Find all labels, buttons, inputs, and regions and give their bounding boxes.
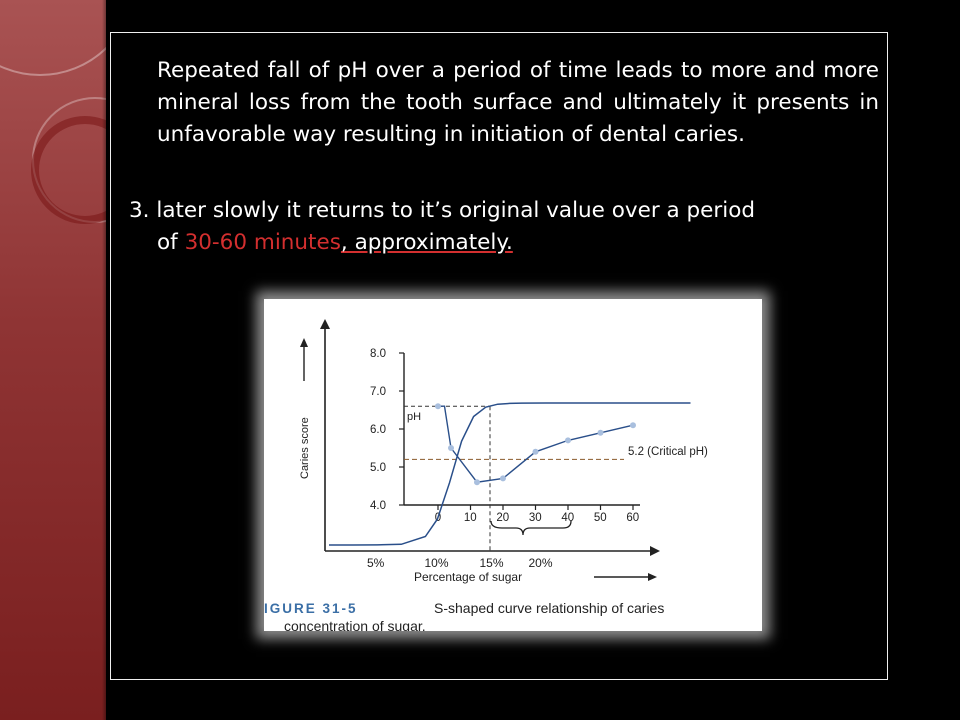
outer-x-tick-label: 20%	[529, 556, 553, 570]
chart-svg: Caries score 8.07.06.05.04.00 10 20 30 40 50 6…	[264, 319, 708, 631]
paragraph-mineral-loss: Repeated fall of pH over a period of tim…	[157, 58, 879, 147]
chart-lines	[329, 402, 691, 551]
point-3-highlight: 30-60 minutes	[184, 230, 341, 255]
ph-data-point	[565, 437, 571, 444]
point-3-suffix: , approximately.	[340, 230, 513, 255]
outer-ticks: 5% 10% 15% 20%	[367, 556, 553, 570]
inner-y-tick-label: 6.0	[370, 424, 386, 436]
caption-label: IGURE 31-5	[264, 601, 358, 616]
brace	[490, 520, 572, 536]
ph-data-point	[435, 403, 441, 410]
inner-y-tick-label: 5.0	[370, 462, 386, 474]
inner-x-tick-label: 60	[626, 512, 639, 524]
critical-ph-label: 5.2 (Critical pH)	[628, 446, 708, 458]
inner-x-tick-label: 30	[529, 512, 542, 524]
xlabel-arrow-head	[648, 573, 657, 581]
inner-x-tick-label: 50	[594, 512, 607, 524]
ph-data-point	[532, 448, 539, 455]
caption-text-line1: S-shaped curve relationship of caries	[434, 600, 664, 616]
outer-x-tick-label: 10%	[425, 556, 449, 570]
inner-y-tick-label: 8.0	[370, 348, 386, 360]
caries-s-curve	[329, 402, 691, 546]
point-3: 3. later slowly it returns to it’s origi…	[129, 195, 879, 259]
outer-x-tick-label: 15%	[480, 556, 504, 570]
ph-series-line	[438, 405, 634, 483]
inner-ticks: 8.07.06.05.04.00 10 20 30 40 50 60	[370, 348, 639, 524]
ph-data-point	[597, 429, 604, 436]
inner-x-tick-label: 40	[561, 512, 574, 524]
inner-x-tick-label: 10	[464, 512, 477, 524]
ylabel-arrow-head	[300, 338, 308, 347]
ph-data-point	[474, 479, 480, 486]
left-decorative-band	[0, 0, 106, 720]
slide-content-frame: Repeated fall of pH over a period of tim…	[110, 32, 888, 680]
chart-points	[435, 403, 636, 486]
outer-y-axis-arrow	[320, 319, 330, 329]
point-3-line1: 3. later slowly it returns to it’s origi…	[129, 198, 756, 223]
caption-text-line2: concentration of sugar.	[284, 618, 426, 631]
figure-ph-curve: Caries score 8.0 7.0 6.0 5.0 4.0 0 10 20 30 40 50 6…	[264, 299, 762, 631]
inner-y-tick-label: 4.0	[370, 500, 386, 512]
inner-y-tick-label: 7.0	[370, 386, 386, 398]
caries-score-label: Caries score	[299, 417, 311, 479]
inner-x-tick-label: 20	[496, 512, 509, 524]
ph-data-point	[448, 445, 454, 451]
point-3-line2: of 30-60 minutes, approximately.	[129, 227, 879, 259]
xlabel: Percentage of sugar	[414, 570, 522, 584]
ph-inner-label: pH	[407, 411, 421, 423]
point-3-prefix: of	[157, 230, 185, 255]
decorative-circles	[0, 46, 106, 224]
ph-data-point	[500, 475, 506, 482]
outer-x-tick-label: 5%	[367, 556, 385, 570]
outer-x-axis-arrow	[650, 546, 660, 556]
band-shadow-edge	[102, 0, 106, 720]
ph-data-point	[630, 422, 636, 429]
